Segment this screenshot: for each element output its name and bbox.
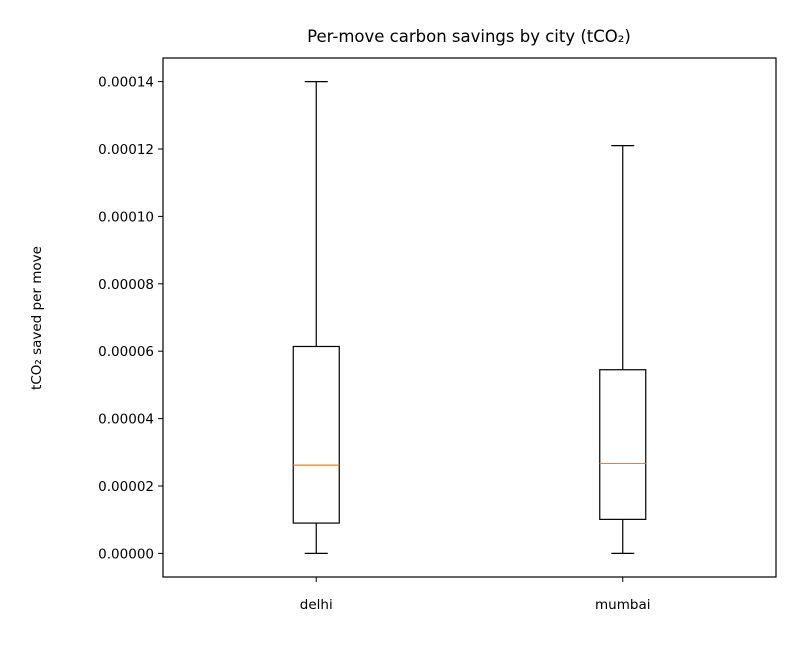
- y-tick-label: 0.00008: [98, 277, 154, 293]
- plot-area: 0.00000 0.00002 0.00004 0.00006 0.00008 0.000…: [98, 57, 777, 613]
- y-tick-label: 0.00010: [98, 209, 154, 225]
- y-tick-label: 0.00002: [98, 479, 154, 495]
- y-tick-label: 0.00004: [98, 412, 154, 428]
- y-tick-label: 0.00012: [98, 142, 154, 158]
- y-tick-label: 0.00000: [98, 546, 154, 562]
- y-axis-label: tCO₂ saved per move: [29, 246, 45, 390]
- box-mumbai: [599, 369, 647, 520]
- x-tick-label: delhi: [300, 597, 333, 613]
- x-tick-label: mumbai: [595, 597, 650, 613]
- y-tick-label: 0.00006: [98, 344, 154, 360]
- chart-title: Per-move carbon savings by city (tCO₂): [307, 27, 631, 46]
- y-tick-label: 0.00014: [98, 75, 154, 91]
- box-delhi: [292, 345, 340, 524]
- plot-frame: [162, 57, 777, 578]
